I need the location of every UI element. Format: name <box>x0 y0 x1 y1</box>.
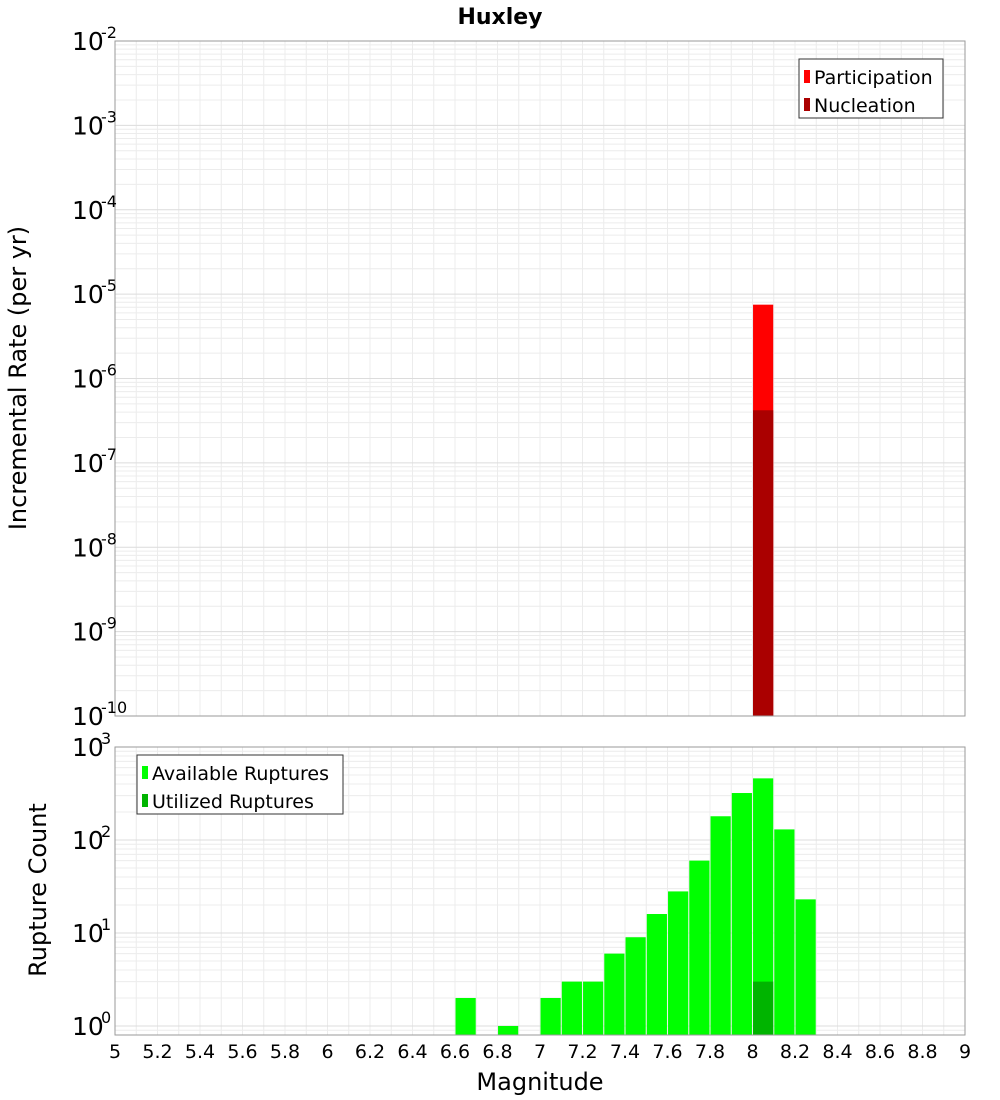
y-tick-exponent: 2 <box>101 822 111 841</box>
legend-swatch <box>142 794 148 807</box>
bar-available-ruptures <box>753 778 774 1035</box>
y-tick-label: 10 <box>72 27 104 56</box>
y-tick-exponent: -9 <box>101 614 117 633</box>
x-tick-label: 5.4 <box>185 1041 215 1063</box>
legend-label: Available Ruptures <box>152 763 329 785</box>
x-tick-label: 6.4 <box>397 1041 427 1063</box>
bar-available-ruptures <box>795 899 816 1035</box>
legend-swatch <box>804 98 810 111</box>
x-tick-label: 7.6 <box>652 1041 682 1063</box>
y-tick-label: 10 <box>72 919 104 948</box>
y-tick-label: 10 <box>72 733 104 762</box>
y-tick-exponent: -7 <box>101 445 117 464</box>
y-tick-label: 10 <box>72 702 104 731</box>
y-tick-label: 10 <box>72 280 104 309</box>
bar-utilized-ruptures <box>753 981 774 1035</box>
x-tick-label: 6.6 <box>440 1041 470 1063</box>
y-tick-label: 10 <box>72 1012 104 1041</box>
x-tick-label: 8.8 <box>907 1041 937 1063</box>
x-tick-label: 7 <box>534 1041 546 1063</box>
x-tick-label: 5.2 <box>142 1041 172 1063</box>
y-tick-exponent: -3 <box>101 107 117 126</box>
y-tick-label: 10 <box>72 196 104 225</box>
panel-0: 10-210-310-410-510-610-710-810-910-10Par… <box>72 23 966 731</box>
y-tick-exponent: 3 <box>101 729 111 748</box>
x-axis-label: Magnitude <box>476 1068 603 1096</box>
bar-available-ruptures <box>625 937 646 1035</box>
y-tick-exponent: 1 <box>101 915 111 934</box>
y-tick-exponent: -2 <box>101 23 117 42</box>
top-y-axis-label: Incremental Rate (per yr) <box>4 226 32 530</box>
plot-border <box>114 40 966 717</box>
y-tick-exponent: -4 <box>101 192 117 211</box>
bar-available-ruptures <box>540 997 561 1035</box>
legend-label: Utilized Ruptures <box>152 791 314 813</box>
x-tick-label: 8 <box>746 1041 758 1063</box>
x-tick-label: 5.6 <box>227 1041 257 1063</box>
x-tick-label: 9 <box>959 1041 971 1063</box>
x-tick-label: 8.6 <box>865 1041 895 1063</box>
y-tick-exponent: 0 <box>101 1008 111 1027</box>
chart-title: Huxley <box>457 5 542 30</box>
legend-box <box>798 58 944 119</box>
x-tick-label: 8.4 <box>822 1041 852 1063</box>
x-tick-label: 5 <box>109 1041 121 1063</box>
legend-swatch <box>142 766 148 779</box>
bar-available-ruptures <box>774 829 795 1035</box>
y-tick-label: 10 <box>72 533 104 562</box>
y-tick-exponent: -10 <box>101 698 127 717</box>
x-tick-label: 6 <box>321 1041 333 1063</box>
y-tick-label: 10 <box>72 826 104 855</box>
bar-available-ruptures <box>668 891 689 1035</box>
bar-nucleation <box>753 410 774 716</box>
bottom-y-axis-label: Rupture Count <box>24 803 52 977</box>
x-tick-label: 6.8 <box>482 1041 512 1063</box>
x-tick-label: 6.2 <box>355 1041 385 1063</box>
y-tick-exponent: -5 <box>101 276 117 295</box>
y-tick-exponent: -6 <box>101 361 117 380</box>
x-tick-label: 8.2 <box>780 1041 810 1063</box>
y-tick-label: 10 <box>72 365 104 394</box>
y-tick-label: 10 <box>72 111 104 140</box>
bar-available-ruptures <box>455 997 476 1035</box>
legend-box <box>136 754 344 815</box>
bar-available-ruptures <box>689 860 710 1035</box>
bar-available-ruptures <box>646 914 667 1035</box>
bar-available-ruptures <box>561 981 582 1035</box>
y-tick-label: 10 <box>72 449 104 478</box>
bar-available-ruptures <box>604 953 625 1035</box>
bar-available-ruptures <box>583 981 604 1035</box>
legend-label: Participation <box>814 67 933 89</box>
x-tick-label: 7.4 <box>610 1041 640 1063</box>
plot-border <box>114 746 966 1036</box>
legend-swatch <box>804 70 810 83</box>
y-tick-label: 10 <box>72 618 104 647</box>
x-tick-label: 7.8 <box>695 1041 725 1063</box>
bar-available-ruptures <box>710 816 731 1035</box>
bar-available-ruptures <box>731 793 752 1035</box>
legend-label: Nucleation <box>814 95 916 117</box>
y-tick-exponent: -8 <box>101 529 117 548</box>
x-tick-label: 5.8 <box>270 1041 300 1063</box>
bar-available-ruptures <box>498 1025 519 1035</box>
x-tick-label: 7.2 <box>567 1041 597 1063</box>
